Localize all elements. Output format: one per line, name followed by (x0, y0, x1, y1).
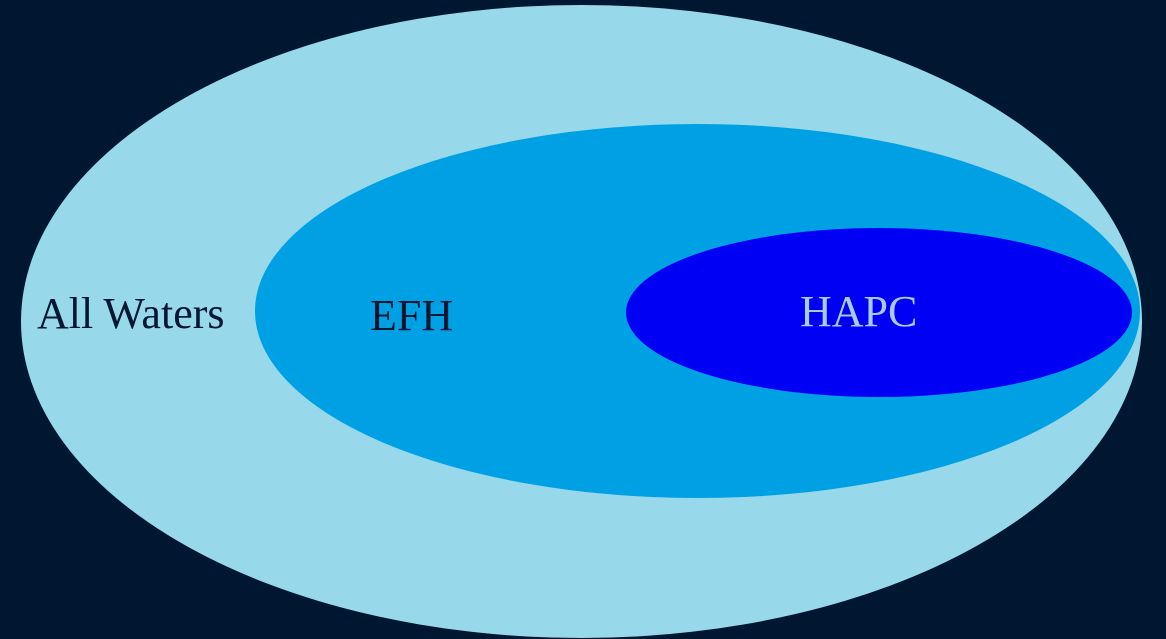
efh-label: EFH (370, 291, 454, 340)
all-waters-label: All Waters (37, 289, 225, 338)
hapc-ellipse (626, 228, 1132, 397)
hapc-label: HAPC (800, 287, 918, 336)
